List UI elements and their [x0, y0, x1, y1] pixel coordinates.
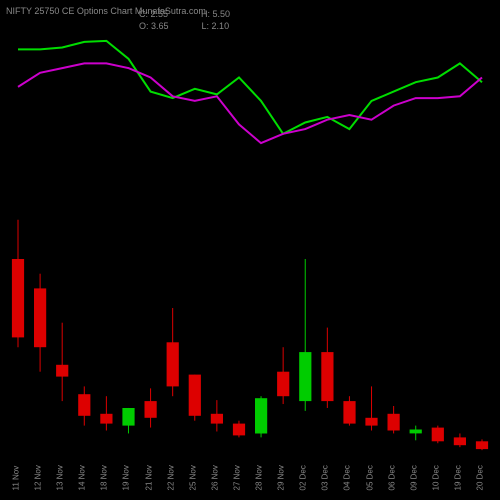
x-tick-label: 09 Dec: [409, 465, 418, 490]
x-tick-label: 13 Nov: [56, 465, 65, 490]
x-tick-label: 26 Nov: [210, 465, 219, 490]
candle-body: [211, 414, 223, 424]
candle-body: [277, 372, 289, 397]
x-tick-label: 20 Dec: [476, 465, 485, 490]
options-chart: NIFTY 25750 CE Options Chart MunafaSutra…: [0, 0, 500, 500]
x-tick-label: 18 Nov: [100, 465, 109, 490]
x-tick-label: 28 Nov: [255, 465, 264, 490]
x-tick-label: 10 Dec: [431, 465, 440, 490]
candle-body: [410, 430, 422, 434]
candle-body: [476, 441, 488, 449]
candle-body: [321, 352, 333, 401]
candle-body: [365, 418, 377, 426]
candle-body: [34, 288, 46, 347]
plot-area: [0, 0, 500, 500]
candle-body: [56, 365, 68, 377]
x-tick-label: 19 Nov: [122, 465, 131, 490]
x-tick-label: 22 Nov: [166, 465, 175, 490]
x-tick-label: 14 Nov: [78, 465, 87, 490]
candle-body: [388, 414, 400, 431]
x-tick-label: 04 Dec: [343, 465, 352, 490]
candle-body: [255, 398, 267, 433]
indicator-line: [18, 41, 482, 134]
candle-body: [78, 394, 90, 416]
candle-body: [122, 408, 134, 426]
x-tick-label: 05 Dec: [365, 465, 374, 490]
x-tick-label: 03 Dec: [321, 465, 330, 490]
x-tick-label: 29 Nov: [277, 465, 286, 490]
candle-body: [167, 342, 179, 386]
candle-body: [454, 437, 466, 445]
candle-body: [233, 424, 245, 436]
x-tick-label: 06 Dec: [387, 465, 396, 490]
candle-body: [100, 414, 112, 424]
candle-body: [299, 352, 311, 401]
candle-body: [343, 401, 355, 424]
candle-body: [145, 401, 157, 418]
x-tick-label: 27 Nov: [232, 465, 241, 490]
candle-body: [189, 375, 201, 416]
x-tick-label: 21 Nov: [144, 465, 153, 490]
candle-body: [12, 259, 24, 337]
indicator-line: [18, 63, 482, 143]
x-tick-label: 02 Dec: [299, 465, 308, 490]
candle-body: [432, 428, 444, 442]
x-tick-label: 19 Dec: [453, 465, 462, 490]
x-tick-label: 25 Nov: [188, 465, 197, 490]
x-tick-label: 12 Nov: [34, 465, 43, 490]
x-tick-label: 11 Nov: [12, 466, 21, 491]
